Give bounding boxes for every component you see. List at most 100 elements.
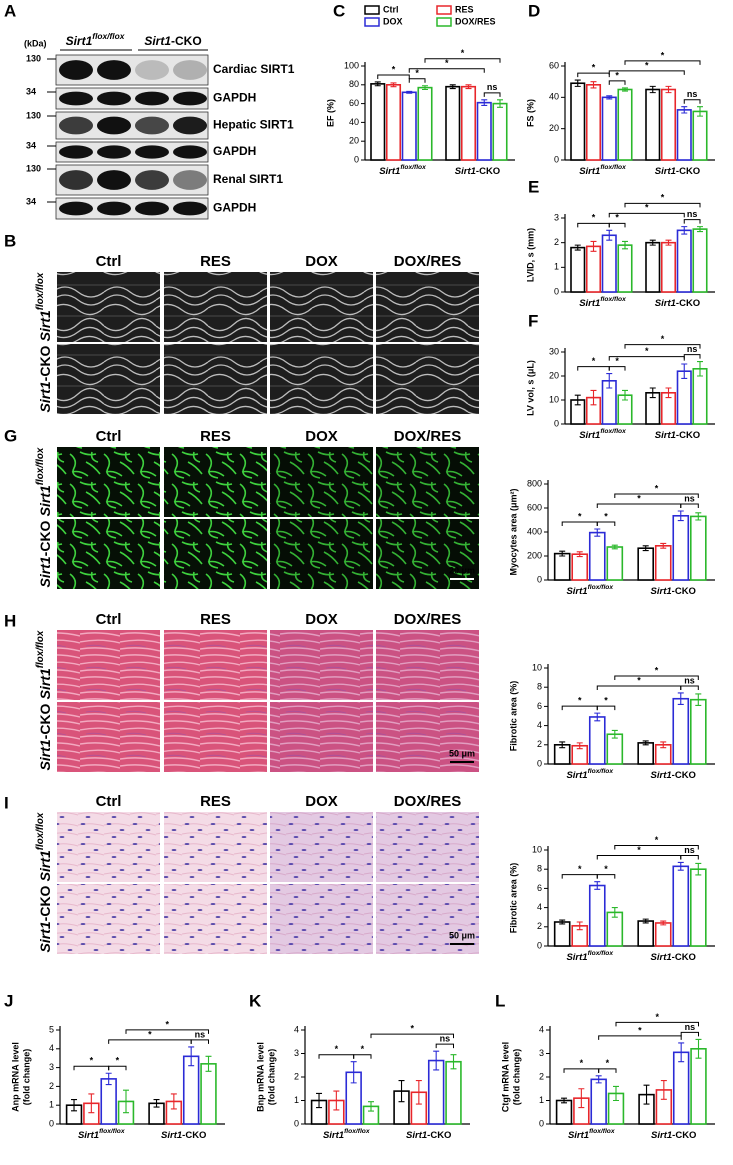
row-label: Sirt1flox/flox [35,812,53,881]
y-tick-label: 800 [527,478,542,488]
micrograph [376,884,479,954]
gene-name: Sirt1 [37,921,53,952]
column-label: DOX [305,253,338,270]
error-bar [697,361,703,377]
micrograph [376,344,479,414]
micrograph [164,519,267,589]
significance-label: * [604,511,608,521]
column-label: DOX [305,428,338,445]
significance-bracket [424,58,501,63]
superscript: flox/flox [588,768,614,775]
x-tick-label: Sirt1-CKO [655,166,700,177]
error-bar [153,1099,160,1108]
tissue-shade [376,702,479,772]
bar [401,91,417,161]
superscript: flox/flox [589,1128,615,1135]
band [135,201,169,216]
significance-label: * [578,864,582,874]
suffix: -CKO [171,34,202,48]
y-tick-label: 0 [294,1118,299,1128]
significance-label: * [604,864,608,874]
significance-label: * [615,213,619,223]
gene-name: Sirt1 [655,298,676,309]
y-tick-label: 100 [344,60,359,70]
significance-label: * [655,483,659,493]
micrograph [270,272,373,342]
error-bar [642,740,649,746]
marker-label: 130 [26,110,41,120]
y-tick-label: 6 [537,883,542,893]
error-bar [695,1038,702,1059]
bar [654,922,672,947]
significance-bracket [577,72,610,78]
significance-bracket [596,521,616,526]
y-tick-label: 8 [537,682,542,692]
micrograph [57,447,160,517]
y-tick-label: 3 [294,1048,299,1058]
x-tick-label: Sirt1-CKO [406,1130,451,1141]
bar [601,234,617,293]
tissue-shade [270,519,373,589]
y-tick-label: 0 [554,418,559,428]
y-tick-label: 2 [537,921,542,931]
column-label: Ctrl [96,428,122,445]
column-label: RES [200,428,231,445]
significance-label: * [645,346,649,356]
significance-bracket [624,202,701,208]
error-bar [660,920,667,926]
error-bar [649,85,656,94]
superscript: flox/flox [35,447,46,485]
significance-bracket [483,92,501,97]
error-bar [649,239,656,246]
x-tick-label: Sirt1-CKO [651,770,696,781]
significance-label: * [415,68,419,78]
error-bar [613,1085,619,1102]
significance-bracket [435,1043,454,1049]
column-label: Ctrl [96,793,122,810]
error-bar [677,692,684,706]
bar [672,514,690,581]
unit-label: (kDa) [24,38,47,48]
y-tick-label: 20 [349,136,359,146]
significance-bracket [608,70,685,75]
x-tick-label: Sirt1flox/flox [566,584,613,596]
bar [492,102,508,161]
band [173,60,207,80]
significance-label: * [661,193,665,203]
gene-name: Sirt1 [655,430,676,441]
micrograph [270,884,373,954]
micrograph [270,812,373,882]
panel-letter: F [528,311,538,330]
y-tick-label: 2 [539,1071,544,1081]
band [59,91,93,106]
error-bar [576,742,583,750]
significance-label: * [148,1029,152,1039]
panel-letter: C [333,1,345,20]
y-tick-label: 0 [537,940,542,950]
bar [692,228,708,293]
y-tick-label: 10 [549,394,559,404]
error-bar [368,1101,374,1112]
error-bar [481,99,488,107]
error-bar [465,84,472,90]
bar [672,697,690,765]
bar [370,83,386,161]
gene-name: Sirt1 [579,166,600,177]
x-tick-label: Sirt1-CKO [651,586,696,597]
significance-bracket [680,685,699,690]
significance-bracket [680,854,699,860]
significance-label: * [410,1024,414,1034]
significance-label: ns [687,89,698,99]
bar [445,85,461,161]
gene-name: Sirt1 [37,556,53,587]
bar [555,1099,573,1125]
bar [676,109,692,161]
significance-bracket [370,1033,454,1039]
suffix: -CKO [427,1130,451,1141]
significance-bracket [563,1068,600,1073]
tissue-shade [270,702,373,772]
bar [460,85,477,161]
significance-label: * [392,64,396,74]
tissue-shade [376,884,479,954]
bar [692,110,708,161]
